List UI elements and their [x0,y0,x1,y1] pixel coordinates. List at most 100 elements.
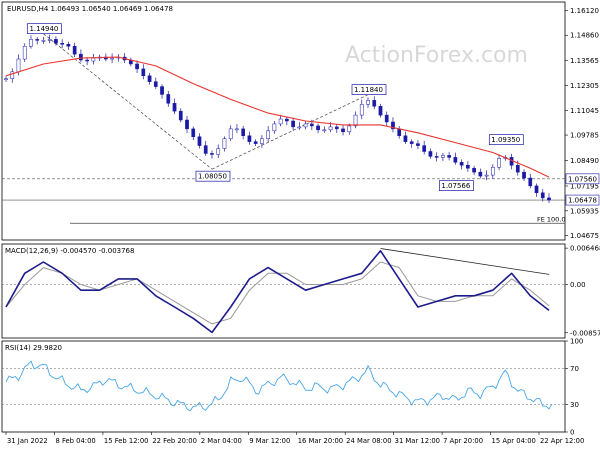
candle-body [235,128,239,131]
candle-body [72,46,77,55]
rsi-title: RSI(14) 29.9820 [5,344,62,352]
candle-body [66,44,71,47]
candle-body [54,39,58,44]
price-tick-label: 1.08490 [570,157,599,165]
price-tick-label: 1.16120 [570,7,599,15]
candle-body [185,119,189,130]
price-tick-label: 1.05935 [570,207,599,215]
watermark: ActionForex.com [345,43,528,68]
rsi-tick-label: 100 [570,338,583,346]
candle-body [353,114,358,127]
candle-body [29,39,33,47]
price-tick-label: 1.09785 [570,132,599,140]
time-tick-label: 15 Feb 12:00 [104,437,149,445]
candle-body [309,123,314,127]
candle-body [441,155,445,158]
candle-body [447,155,451,158]
candle-body [428,151,433,157]
candle-body [297,126,302,129]
candle-body [60,43,65,45]
time-tick-label: 2 Mar 04:00 [201,437,242,445]
candle-body [334,126,339,130]
time-tick-label: 22 Apr 12:00 [540,437,584,445]
candle-body [547,197,551,201]
trend-line [211,94,369,170]
candle-body [341,128,345,133]
price-annotation-label: 1.07566 [441,182,470,190]
pane-frame-3 [1,340,566,433]
candle-body [85,59,89,62]
price-annotation-label: 1.09350 [491,136,520,144]
price-annotation-box [195,170,231,182]
candle-body [409,141,414,144]
candle-body [41,40,46,42]
macd-line [5,250,550,334]
price-tick-label: 1.04675 [570,232,599,240]
main-title: EURUSD,H4 1.06493 1.06540 1.06469 1.0647… [7,5,173,13]
candle-body [384,114,389,123]
level-label-box [565,173,600,185]
candle-body [484,174,489,177]
price-annotation-label: 1.08050 [198,173,227,181]
candle-body [522,171,526,179]
candle-body [372,100,377,107]
candle-body [378,105,383,116]
candle-body [260,138,264,144]
price-tick-label: 1.12305 [570,82,599,90]
candle-body [222,138,227,149]
candle-body [228,128,233,139]
candle-body [459,162,464,166]
time-tick-label: 22 Feb 20:00 [152,437,197,445]
time-tick-label: 31 Mar 12:00 [395,437,440,445]
moving-average-line [5,56,550,178]
candle-body [10,71,15,79]
candle-body [278,118,283,125]
candle-body [91,57,96,62]
candle-body [478,171,483,177]
candle-body [47,39,52,41]
time-tick-label: 8 Feb 04:00 [55,437,95,445]
candle-body [79,53,83,61]
candle-body [397,128,402,137]
candle-body [528,177,533,187]
rsi-tick-label: 30 [570,401,579,409]
candle-body [16,58,21,73]
candle-body [303,123,308,128]
candle-body [153,81,158,87]
candle-body [472,167,476,173]
candle-body [266,130,270,139]
candle-body [285,118,289,122]
candle-body [416,143,420,146]
candle-body [515,165,520,173]
candle-body [316,125,320,131]
candle-body [490,166,495,176]
macd-trend-line [380,248,550,275]
price-annotation-box [27,23,62,35]
price-tick-label: 1.14860 [570,32,599,40]
macd-tick-label: 0.00 [570,281,586,289]
candle-body [160,86,164,95]
candle-body [403,135,408,142]
macd-tick-label: 0.006468 [570,245,600,253]
candle-body [247,135,252,142]
price-annotation-box [439,180,474,191]
candle-body [35,39,40,41]
candle-body [434,156,439,158]
candle-body [147,75,152,82]
candle-body [216,148,221,155]
pane-frame-1 [1,1,566,241]
candle-body [4,78,8,80]
time-tick-label: 9 Mar 12:00 [249,437,290,445]
candle-body [203,145,208,154]
level-label: 1.06478 [568,197,597,205]
candle-body [422,145,427,152]
macd-tick-label: -0.008573 [570,329,600,337]
time-tick-label: 15 Apr 04:00 [492,437,536,445]
candle-body [453,157,458,163]
candle-body [466,165,470,169]
candle-body [328,126,333,131]
fe-label: FE 100.0 [537,215,566,223]
price-annotation-box [488,134,524,145]
time-tick-label: 24 Mar 08:00 [346,437,391,445]
candle-body [191,128,196,137]
